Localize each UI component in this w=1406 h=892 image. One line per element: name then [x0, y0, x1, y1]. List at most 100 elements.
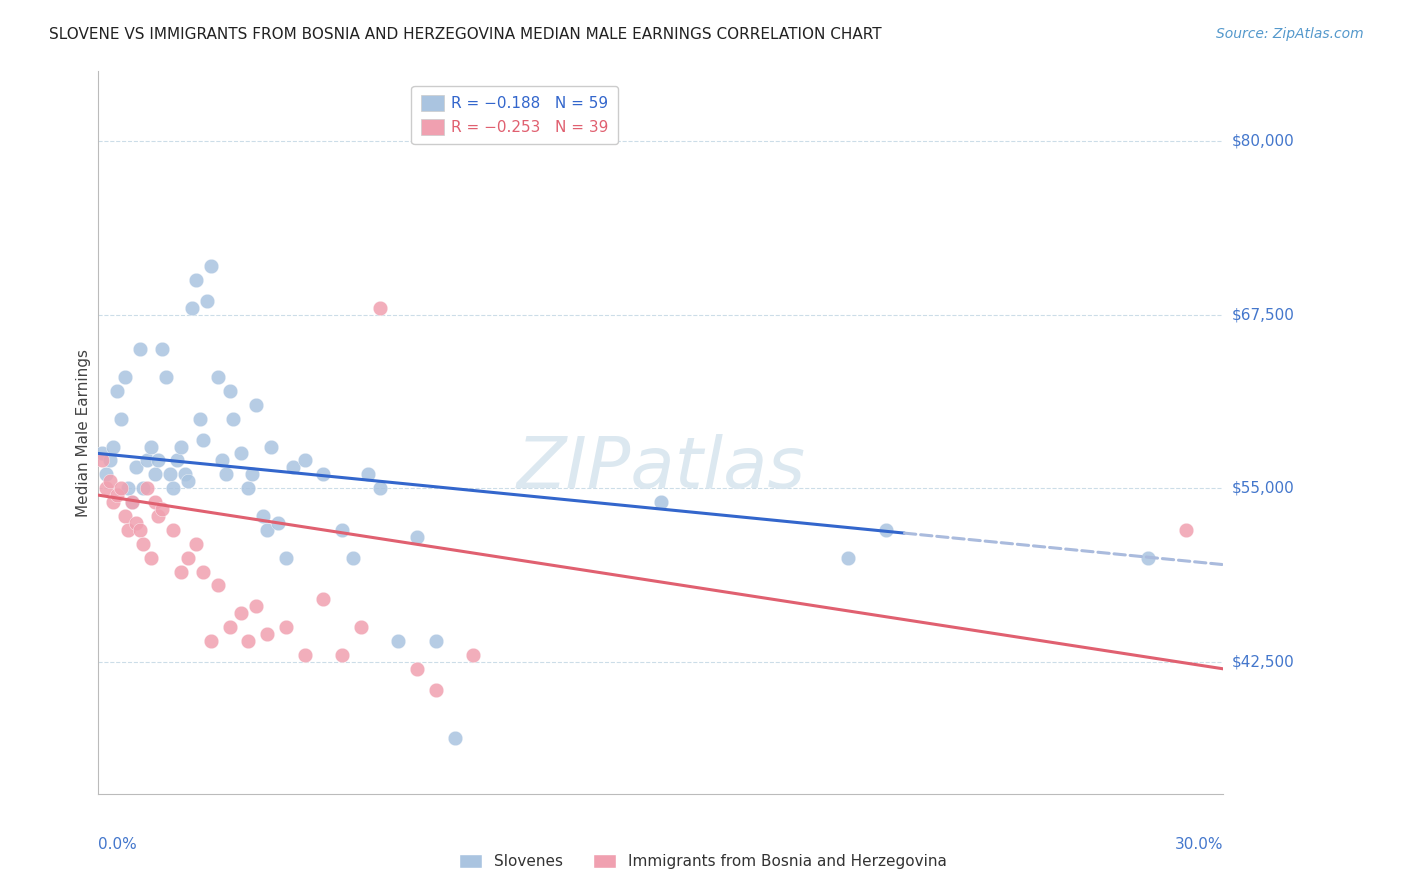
Point	[91, 453, 114, 467]
Point	[218, 384, 240, 398]
Point	[256, 523, 278, 537]
Point	[177, 475, 200, 489]
Point	[139, 440, 162, 454]
Text: $55,000: $55,000	[1232, 481, 1295, 496]
Legend: R = −0.188   N = 59, R = −0.253   N = 39: R = −0.188 N = 59, R = −0.253 N = 39	[412, 87, 617, 145]
Point	[1137, 550, 1160, 565]
Point	[357, 467, 380, 482]
Legend: Slovenes, Immigrants from Bosnia and Herzegovina: Slovenes, Immigrants from Bosnia and Her…	[453, 848, 953, 875]
Point	[110, 411, 132, 425]
Point	[1174, 523, 1197, 537]
Point	[368, 481, 391, 495]
Point	[132, 481, 155, 495]
Point	[200, 259, 222, 273]
Point	[406, 662, 429, 676]
Point	[128, 523, 150, 537]
Point	[650, 495, 672, 509]
Point	[294, 453, 316, 467]
Point	[162, 523, 184, 537]
Point	[121, 495, 143, 509]
Point	[200, 634, 222, 648]
Point	[240, 467, 263, 482]
Point	[143, 467, 166, 482]
Point	[143, 495, 166, 509]
Point	[238, 481, 260, 495]
Point	[94, 467, 117, 482]
Point	[177, 550, 200, 565]
Point	[837, 550, 859, 565]
Point	[387, 634, 409, 648]
Text: Source: ZipAtlas.com: Source: ZipAtlas.com	[1216, 27, 1364, 41]
Point	[148, 508, 170, 523]
Point	[110, 481, 132, 495]
Point	[350, 620, 373, 634]
Text: SLOVENE VS IMMIGRANTS FROM BOSNIA AND HERZEGOVINA MEDIAN MALE EARNINGS CORRELATI: SLOVENE VS IMMIGRANTS FROM BOSNIA AND HE…	[49, 27, 882, 42]
Point	[136, 453, 159, 467]
Point	[274, 620, 297, 634]
Point	[368, 301, 391, 315]
Point	[215, 467, 238, 482]
Text: $42,500: $42,500	[1232, 655, 1295, 669]
Point	[150, 502, 173, 516]
Point	[114, 508, 136, 523]
Point	[211, 453, 233, 467]
Point	[229, 446, 252, 460]
Point	[463, 648, 485, 662]
Text: 30.0%: 30.0%	[1175, 838, 1223, 852]
Point	[229, 607, 252, 621]
Point	[193, 565, 215, 579]
Point	[252, 508, 274, 523]
Point	[184, 537, 207, 551]
Point	[132, 537, 155, 551]
Point	[181, 301, 204, 315]
Point	[184, 273, 207, 287]
Point	[312, 467, 335, 482]
Point	[195, 293, 218, 308]
Point	[139, 550, 162, 565]
Text: $80,000: $80,000	[1232, 133, 1295, 148]
Point	[425, 682, 447, 697]
Point	[330, 523, 353, 537]
Point	[443, 731, 465, 746]
Point	[91, 446, 114, 460]
Y-axis label: Median Male Earnings: Median Male Earnings	[76, 349, 91, 516]
Point	[222, 411, 245, 425]
Point	[260, 440, 283, 454]
Point	[294, 648, 316, 662]
Point	[875, 523, 897, 537]
Point	[274, 550, 297, 565]
Point	[207, 370, 229, 384]
Point	[425, 634, 447, 648]
Text: 0.0%: 0.0%	[98, 838, 138, 852]
Point	[150, 343, 173, 357]
Text: $67,500: $67,500	[1232, 307, 1295, 322]
Point	[188, 411, 211, 425]
Point	[173, 467, 195, 482]
Point	[267, 516, 290, 530]
Point	[128, 343, 150, 357]
Point	[166, 453, 188, 467]
Point	[312, 592, 335, 607]
Point	[406, 530, 429, 544]
Point	[193, 433, 215, 447]
Point	[148, 453, 170, 467]
Text: ZIPatlas: ZIPatlas	[516, 434, 806, 503]
Point	[98, 453, 121, 467]
Point	[103, 440, 125, 454]
Point	[256, 627, 278, 641]
Point	[125, 516, 148, 530]
Point	[136, 481, 159, 495]
Point	[114, 370, 136, 384]
Point	[330, 648, 353, 662]
Point	[207, 578, 229, 592]
Point	[162, 481, 184, 495]
Point	[103, 495, 125, 509]
Point	[94, 481, 117, 495]
Point	[342, 550, 364, 565]
Point	[105, 488, 128, 502]
Point	[155, 370, 177, 384]
Point	[117, 523, 139, 537]
Point	[245, 599, 267, 614]
Point	[238, 634, 260, 648]
Point	[245, 398, 267, 412]
